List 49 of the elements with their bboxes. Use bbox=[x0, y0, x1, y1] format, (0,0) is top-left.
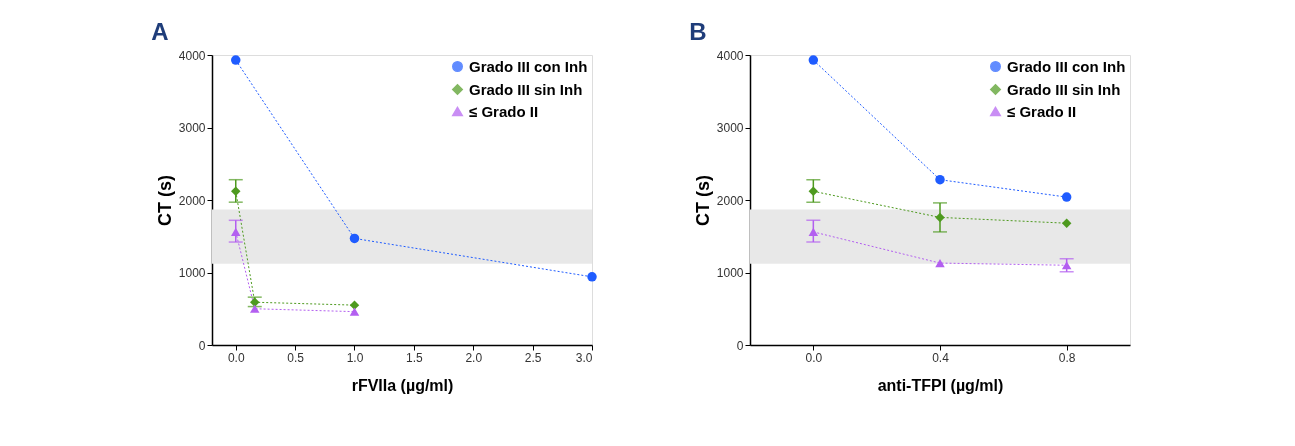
point bbox=[231, 55, 241, 65]
y-tick-label: 3000 bbox=[716, 121, 744, 135]
x-tick-label: 2.5 bbox=[524, 350, 542, 365]
point bbox=[935, 212, 945, 223]
y-tick-label: 4000 bbox=[178, 48, 206, 63]
point bbox=[250, 304, 260, 313]
x-tick-label: 0.0 bbox=[227, 350, 245, 365]
x-tick-label: 0.4 bbox=[932, 350, 950, 365]
legend-label: Grado III sin Inh bbox=[1007, 80, 1121, 98]
point bbox=[808, 227, 819, 237]
y-axis-title: CT (s) bbox=[154, 175, 175, 226]
point bbox=[935, 258, 945, 268]
y-tick-label: 1000 bbox=[716, 266, 744, 280]
point bbox=[808, 55, 819, 65]
legend-label: Grado III sin Inh bbox=[469, 80, 583, 98]
point bbox=[1061, 192, 1072, 202]
chart-title: B bbox=[689, 18, 707, 45]
y-tick-label: 0 bbox=[736, 338, 744, 353]
x-tick-label: 0.5 bbox=[287, 350, 305, 365]
point bbox=[808, 186, 819, 197]
legend-label: ≤ Grado II bbox=[1007, 102, 1077, 120]
x-tick-label: 1.5 bbox=[406, 350, 424, 365]
y-tick-label: 3000 bbox=[178, 121, 206, 135]
point bbox=[349, 307, 360, 316]
x-tick-label: 0.8 bbox=[1058, 350, 1076, 365]
x-axis-title: anti-TFPI (µg/ml) bbox=[877, 376, 1004, 394]
legend-label: Grado III con Inh bbox=[469, 57, 588, 75]
x-tick-label: 1.0 bbox=[346, 350, 364, 365]
point bbox=[587, 272, 597, 282]
x-tick-label: 0.0 bbox=[805, 350, 823, 365]
y-tick-label: 2000 bbox=[178, 193, 206, 208]
x-axis-title: rFVIIa (µg/ml) bbox=[351, 376, 454, 394]
point bbox=[349, 300, 360, 310]
chart-title: A bbox=[151, 18, 169, 45]
y-axis-title: CT (s) bbox=[692, 175, 713, 226]
legend-label: ≤ Grado II bbox=[469, 102, 539, 120]
y-tick-label: 4000 bbox=[716, 48, 744, 63]
point bbox=[935, 174, 945, 185]
point bbox=[231, 186, 241, 197]
point bbox=[1061, 218, 1072, 228]
x-tick-label: 2.0 bbox=[465, 350, 483, 365]
point bbox=[349, 233, 360, 244]
point bbox=[231, 227, 241, 237]
y-tick-label: 2000 bbox=[716, 193, 744, 208]
x-tick-label: 3.0 bbox=[575, 350, 593, 365]
point bbox=[1061, 261, 1072, 270]
y-tick-label: 1000 bbox=[178, 266, 206, 280]
legend-label: Grado III con Inh bbox=[1007, 57, 1126, 75]
y-tick-label: 0 bbox=[198, 338, 206, 353]
